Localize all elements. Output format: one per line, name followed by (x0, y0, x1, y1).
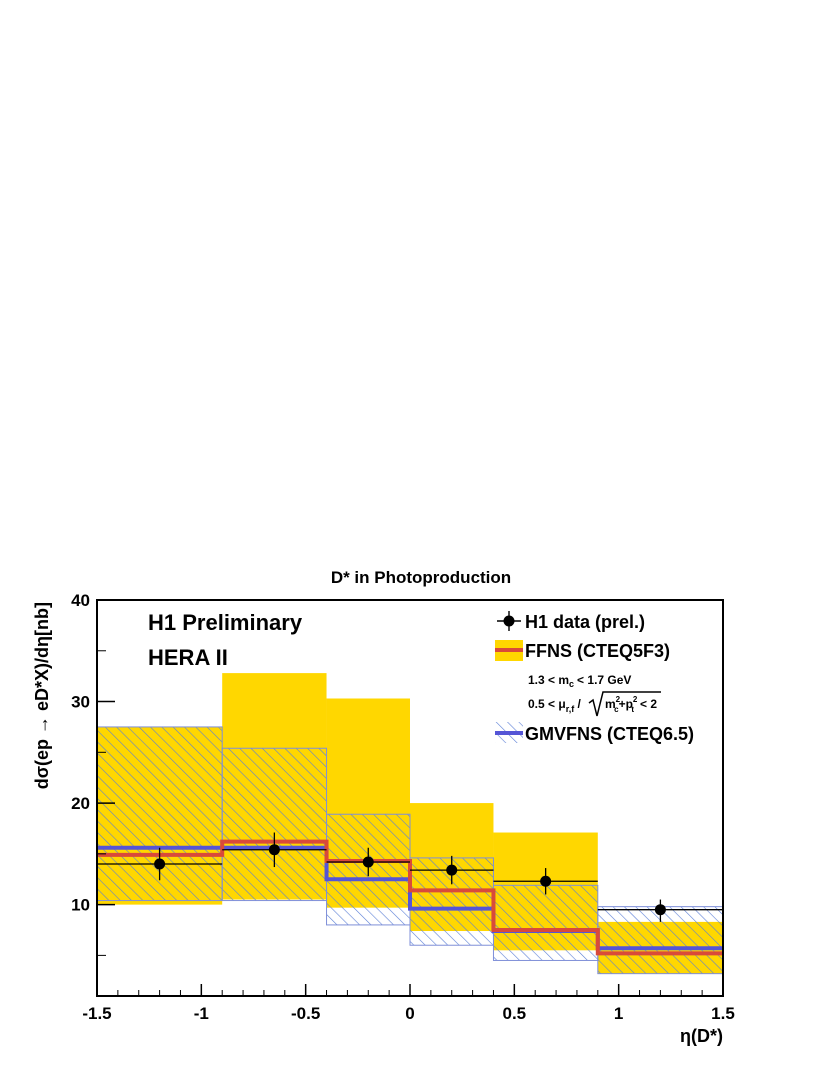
x-tick-label: 0.5 (503, 1004, 527, 1023)
data-point (362, 856, 374, 868)
gmvfns-band-bin (492, 884, 599, 961)
gmvfns-band-bin (326, 813, 411, 926)
x-tick-label: -1.5 (82, 1004, 111, 1023)
x-axis: -1.5 -1 -0.5 0 0.5 1 1.5 (82, 984, 735, 1023)
theory-curves (97, 839, 723, 956)
ffns-curve (97, 839, 723, 956)
x-axis-label: η(D*) (680, 1026, 723, 1046)
x-tick-label: 1 (614, 1004, 623, 1023)
legend-label-gmvfns: GMVFNS (CTEQ6.5) (525, 724, 694, 744)
data-point (446, 864, 458, 876)
annotation-hera-ii: HERA II (148, 645, 228, 670)
legend-scale-note: 0.5 < μr,f / (528, 697, 582, 714)
annotation-h1-preliminary: H1 Preliminary (148, 610, 303, 635)
gmvfns-band-group (97, 726, 723, 975)
data-points (97, 832, 723, 922)
y-tick-label: 20 (71, 794, 90, 813)
legend-mass-note: 1.3 < mc < 1.7 GeV (528, 673, 631, 689)
y-tick-label: 10 (71, 896, 90, 915)
y-tick-label: 40 (71, 591, 90, 610)
x-tick-label: 1.5 (711, 1004, 735, 1023)
data-point (540, 875, 552, 887)
x-tick-label: -1 (194, 1004, 209, 1023)
chart-title: D* in Photoproduction (331, 568, 511, 587)
legend-label-ffns: FFNS (CTEQ5F3) (525, 641, 670, 661)
legend: H1 data (prel.) FFNS (CTEQ5F3) 1.3 < mc <… (495, 611, 694, 744)
data-point (154, 858, 166, 870)
data-point (654, 904, 666, 916)
gmvfns-band-bin (221, 747, 328, 902)
legend-marker-data (497, 611, 521, 631)
y-tick-label: 30 (71, 693, 90, 712)
sqrt-sign (588, 691, 661, 717)
legend-marker-ffns (495, 640, 523, 661)
legend-label-data: H1 data (prel.) (525, 612, 645, 632)
x-tick-label: -0.5 (291, 1004, 320, 1023)
legend-marker-gmvfns (495, 722, 523, 743)
y-axis: 10 20 30 40 (71, 591, 115, 956)
data-point (268, 844, 280, 856)
y-axis-label: dσ(ep → eD*X)/dη[nb] (32, 602, 52, 789)
legend-scale-note-expr: m2 c+p2 t < 2 (605, 695, 657, 714)
x-tick-label: 0 (405, 1004, 414, 1023)
